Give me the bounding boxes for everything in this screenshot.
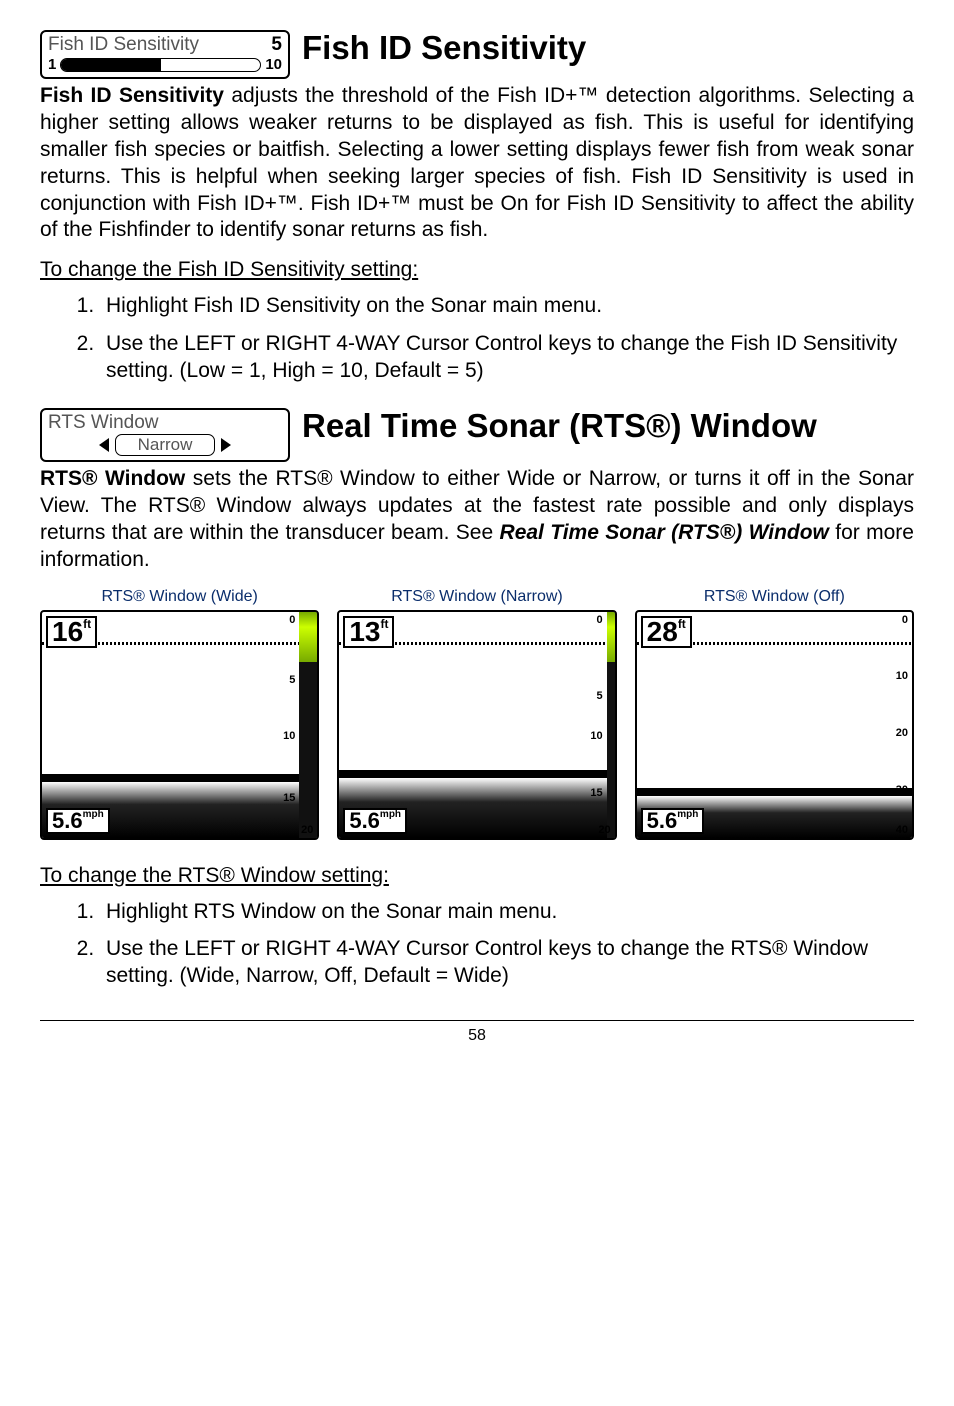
triptych-label: RTS® Window (Wide) xyxy=(40,588,319,606)
body-italic: Real Time Sonar (RTS®) Window xyxy=(500,521,829,544)
depth-badge: 28ft xyxy=(641,616,692,648)
triptych-col: RTS® Window (Off) 28ft 5.6mph 0 10 20 30… xyxy=(635,588,914,840)
chevron-right-icon[interactable] xyxy=(221,438,231,452)
section-header: Fish ID Sensitivity 5 1 10 Fish ID Sensi… xyxy=(40,30,914,79)
rts-steps: Highlight RTS Window on the Sonar main m… xyxy=(40,898,914,990)
triptych-label: RTS® Window (Off) xyxy=(635,588,914,606)
fish-id-steps: Highlight Fish ID Sensitivity on the Son… xyxy=(40,292,914,384)
triptych-col: RTS® Window (Wide) 16ft 5.6mph 0 5 10 15… xyxy=(40,588,319,840)
rts-strip xyxy=(299,612,317,838)
rts-strip xyxy=(607,612,615,838)
speed-badge: 5.6mph xyxy=(641,808,705,834)
rts-section: RTS Window Narrow Real Time Sonar (RTS®)… xyxy=(40,408,914,989)
menu-label: Fish ID Sensitivity xyxy=(48,34,199,56)
body-lead: RTS® Window xyxy=(40,467,185,490)
fish-id-subhead: To change the Fish ID Sensitivity settin… xyxy=(40,258,914,282)
body-text: adjusts the threshold of the Fish ID+™ d… xyxy=(40,84,914,241)
sonar-preview-narrow: 13ft 5.6mph 0 5 10 15 20 xyxy=(337,610,616,840)
rts-menu-widget: RTS Window Narrow xyxy=(40,408,290,462)
step-item: Highlight Fish ID Sensitivity on the Son… xyxy=(100,292,914,319)
section-title: Fish ID Sensitivity xyxy=(302,30,586,66)
speed-badge: 5.6mph xyxy=(46,808,110,834)
slider-fill xyxy=(61,59,160,71)
triptych-label: RTS® Window (Narrow) xyxy=(337,588,616,606)
rts-subhead: To change the RTS® Window setting: xyxy=(40,864,914,888)
menu-label: RTS Window xyxy=(48,412,159,434)
slider-min: 1 xyxy=(48,56,56,73)
footer-rule xyxy=(40,1020,914,1021)
selector[interactable]: Narrow xyxy=(48,434,282,456)
sonar-preview-wide: 16ft 5.6mph 0 5 10 15 20 xyxy=(40,610,319,840)
sonar-preview-off: 28ft 5.6mph 0 10 20 30 40 xyxy=(635,610,914,840)
page-number: 58 xyxy=(40,1027,914,1045)
rts-body: RTS® Window sets the RTS® Window to eith… xyxy=(40,466,914,574)
fish-id-body: Fish ID Sensitivity adjusts the threshol… xyxy=(40,83,914,244)
rts-triptych: RTS® Window (Wide) 16ft 5.6mph 0 5 10 15… xyxy=(40,588,914,840)
fish-id-menu-widget: Fish ID Sensitivity 5 1 10 xyxy=(40,30,290,79)
fish-id-section: Fish ID Sensitivity 5 1 10 Fish ID Sensi… xyxy=(40,30,914,384)
section-title: Real Time Sonar (RTS®) Window xyxy=(302,408,817,444)
section-header: RTS Window Narrow Real Time Sonar (RTS®)… xyxy=(40,408,914,462)
step-item: Highlight RTS Window on the Sonar main m… xyxy=(100,898,914,925)
depth-badge: 13ft xyxy=(343,616,394,648)
chevron-left-icon[interactable] xyxy=(99,438,109,452)
triptych-col: RTS® Window (Narrow) 13ft 5.6mph 0 5 10 … xyxy=(337,588,616,840)
speed-badge: 5.6mph xyxy=(343,808,407,834)
depth-badge: 16ft xyxy=(46,616,97,648)
slider[interactable]: 1 10 xyxy=(48,56,282,73)
slider-max: 10 xyxy=(265,56,282,73)
menu-value: 5 xyxy=(271,34,282,56)
select-value: Narrow xyxy=(115,434,215,456)
step-item: Use the LEFT or RIGHT 4-WAY Cursor Contr… xyxy=(100,330,914,385)
body-lead: Fish ID Sensitivity xyxy=(40,84,224,107)
step-item: Use the LEFT or RIGHT 4-WAY Cursor Contr… xyxy=(100,935,914,990)
